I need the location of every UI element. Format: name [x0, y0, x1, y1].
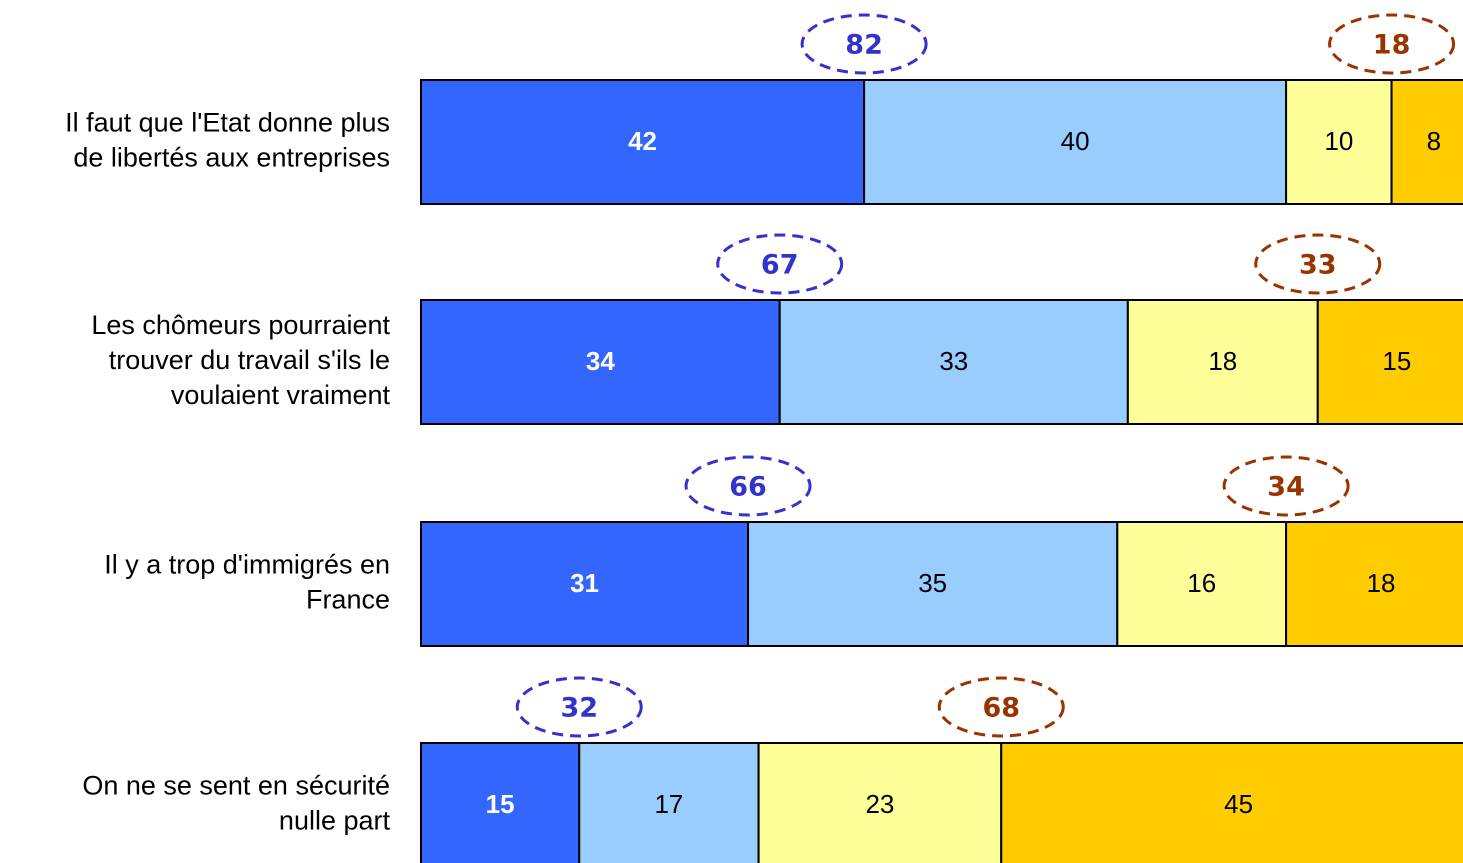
data-label: 8	[1427, 126, 1441, 156]
bar-segment	[1116, 521, 1288, 647]
data-label: 18	[1208, 346, 1237, 376]
category-label-line: Il y a trop d'immigrés en	[104, 550, 390, 580]
disagree-total-oval	[937, 676, 1065, 738]
disagree-total-oval	[1328, 13, 1456, 75]
disagree-total-oval	[1222, 455, 1350, 517]
agree-total-oval	[515, 676, 643, 738]
agree-total-oval	[800, 13, 928, 75]
data-label: 34	[586, 346, 615, 376]
bar-segment	[1285, 79, 1393, 205]
agree-total-label: 66	[729, 472, 767, 503]
agree-total-label: 82	[845, 30, 883, 61]
disagree-total-label: 34	[1267, 472, 1305, 503]
data-label: 42	[628, 126, 657, 156]
category-label: Il faut que l'Etat donne plus de libertés…	[65, 108, 390, 173]
disagree-total-label: 18	[1373, 30, 1411, 61]
data-label: 10	[1324, 126, 1353, 156]
category-label-line: nulle part	[279, 806, 391, 836]
data-label: 15	[1382, 346, 1411, 376]
data-label: 35	[918, 568, 947, 598]
data-label: 15	[486, 789, 515, 819]
category-label: On ne se sent en sécurité nulle part	[82, 771, 390, 836]
data-label: 31	[570, 568, 599, 598]
bar-segment	[1000, 742, 1463, 863]
data-label: 18	[1367, 568, 1396, 598]
bar-segment	[1390, 79, 1463, 205]
bar-segment	[420, 299, 781, 425]
bar-segment	[1126, 299, 1319, 425]
bar-segment	[1285, 521, 1463, 647]
bar-segment	[420, 521, 750, 647]
disagree-total-label: 33	[1299, 250, 1337, 281]
agree-total-label: 67	[761, 250, 799, 281]
category-label-line: voulaient vraiment	[171, 380, 391, 410]
disagree-total-label: 68	[982, 693, 1020, 724]
data-label: 17	[654, 789, 683, 819]
category-label: Il y a trop d'immigrés en France	[104, 550, 390, 615]
data-label: 33	[939, 346, 968, 376]
data-label: 40	[1061, 126, 1090, 156]
data-label: 45	[1224, 789, 1253, 819]
category-label-line: trouver du travail s'ils le	[109, 345, 390, 375]
bar-segment	[757, 742, 1003, 863]
agree-total-oval	[684, 455, 812, 517]
category-label: Les chômeurs pourraient trouver du travai…	[91, 310, 390, 410]
agree-total-label: 32	[560, 693, 598, 724]
category-label-line: France	[306, 585, 390, 615]
bar-segment	[778, 299, 1129, 425]
bar-segment	[420, 79, 866, 205]
bar-segment	[578, 742, 760, 863]
bar-segment	[1316, 299, 1463, 425]
disagree-total-oval	[1254, 233, 1382, 295]
agree-total-oval	[716, 233, 844, 295]
category-label-line: On ne se sent en sécurité	[82, 771, 390, 801]
category-label-line: de libertés aux entreprises	[73, 143, 390, 173]
bar-segment	[863, 79, 1288, 205]
bar-segment	[747, 521, 1119, 647]
category-label-line: Il faut que l'Etat donne plus	[65, 108, 390, 138]
data-label: 16	[1187, 568, 1216, 598]
data-label: 23	[865, 789, 894, 819]
bar-segment	[420, 742, 581, 863]
category-label-line: Les chômeurs pourraient	[91, 310, 390, 340]
